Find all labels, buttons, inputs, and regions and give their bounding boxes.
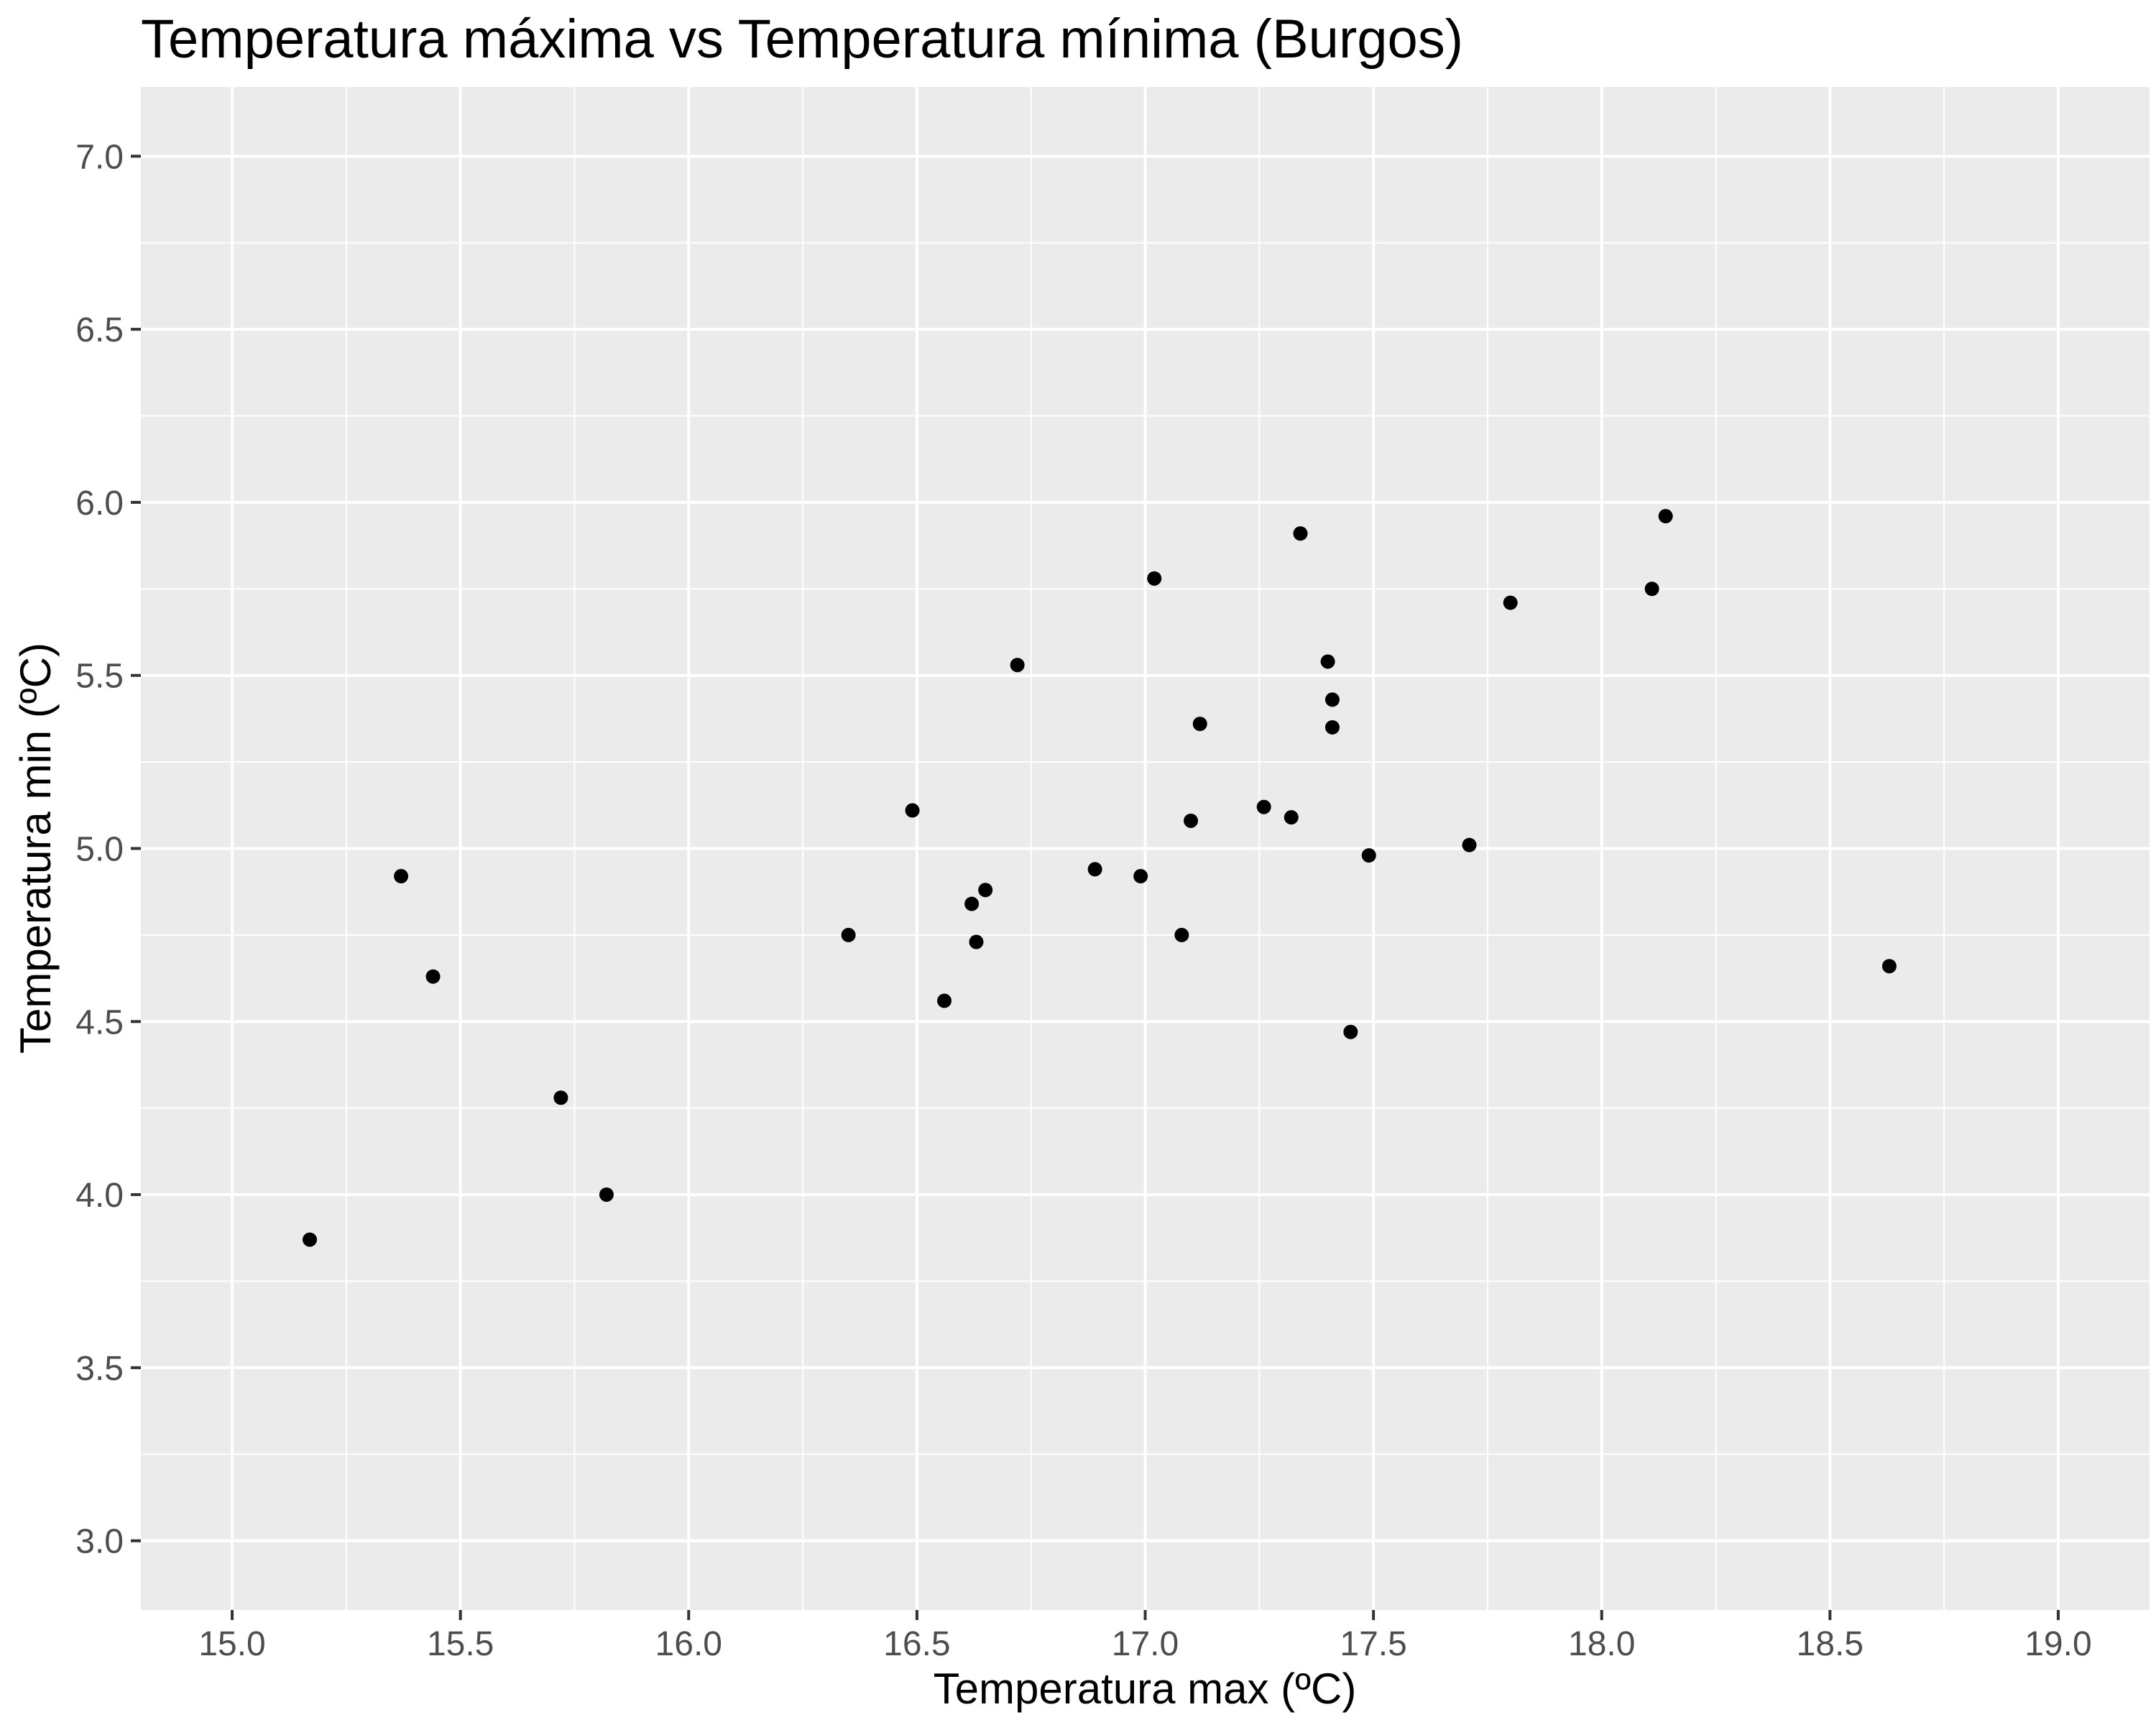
y-tick-label: 6.0 — [75, 484, 124, 523]
x-axis-title: Temperatura max (ºC) — [934, 1665, 1357, 1713]
scatter-point — [1503, 595, 1518, 610]
scatter-point — [1087, 862, 1102, 877]
scatter-point — [1325, 719, 1340, 735]
scatter-point — [394, 869, 409, 884]
scatter-point — [1881, 959, 1897, 974]
x-tick-label: 15.5 — [427, 1625, 494, 1663]
x-tick-label: 18.0 — [1568, 1625, 1635, 1663]
y-axis-title: Temperatura min (ºC) — [11, 643, 60, 1054]
scatter-point — [905, 803, 920, 818]
scatter-point — [1174, 927, 1189, 942]
y-tick-label: 6.5 — [75, 311, 124, 349]
scatter-point — [1361, 848, 1376, 863]
x-tick-label: 16.0 — [655, 1625, 722, 1663]
y-tick-label: 3.5 — [75, 1350, 124, 1388]
scatter-point — [1462, 837, 1477, 852]
scatter-point — [1284, 810, 1299, 825]
y-tick-label: 5.0 — [75, 831, 124, 869]
scatter-point — [937, 993, 952, 1008]
scatter-point — [841, 927, 856, 942]
x-axis: 15.0 15.5 16.0 16.5 17.0 17.5 18.0 18.5 19.0 — [198, 1610, 2092, 1663]
scatter-point — [1184, 813, 1199, 828]
data-points — [303, 509, 1897, 1247]
scatter-point — [1147, 571, 1162, 586]
x-tick-label: 17.5 — [1340, 1625, 1406, 1663]
y-tick-label: 5.5 — [75, 658, 124, 696]
x-tick-label: 19.0 — [2024, 1625, 2091, 1663]
scatter-point — [425, 969, 441, 984]
scatter-point — [1133, 869, 1148, 884]
scatter-point — [1343, 1024, 1358, 1039]
y-tick-label: 3.0 — [75, 1523, 124, 1561]
scatter-point — [1325, 692, 1340, 707]
x-tick-label: 17.0 — [1112, 1625, 1179, 1663]
y-axis: 3.0 3.5 4.0 4.5 5.0 5.5 6.0 6.5 7.0 — [75, 138, 141, 1561]
scatter-point — [1658, 509, 1673, 524]
scatter-point — [964, 896, 980, 911]
x-tick-label: 18.5 — [1797, 1625, 1864, 1663]
scatter-point — [1010, 658, 1025, 673]
scatter-point — [1293, 526, 1308, 541]
scatter-point — [599, 1187, 614, 1202]
chart-title: Temperatura máxima vs Temperatura mínima… — [141, 9, 1463, 70]
scatter-point — [303, 1232, 318, 1247]
scatter-point — [553, 1090, 568, 1105]
x-tick-label: 15.0 — [198, 1625, 265, 1663]
major-gridlines — [141, 87, 2150, 1610]
scatter-point — [969, 934, 984, 949]
scatter-point — [1320, 654, 1335, 669]
y-tick-label: 4.0 — [75, 1177, 124, 1215]
scatter-point — [1256, 799, 1271, 814]
x-tick-label: 16.5 — [883, 1625, 950, 1663]
scatter-point — [978, 883, 993, 898]
y-tick-label: 7.0 — [75, 138, 124, 176]
scatter-point — [1192, 717, 1207, 732]
y-tick-label: 4.5 — [75, 1003, 124, 1041]
scatter-point — [1644, 581, 1659, 597]
